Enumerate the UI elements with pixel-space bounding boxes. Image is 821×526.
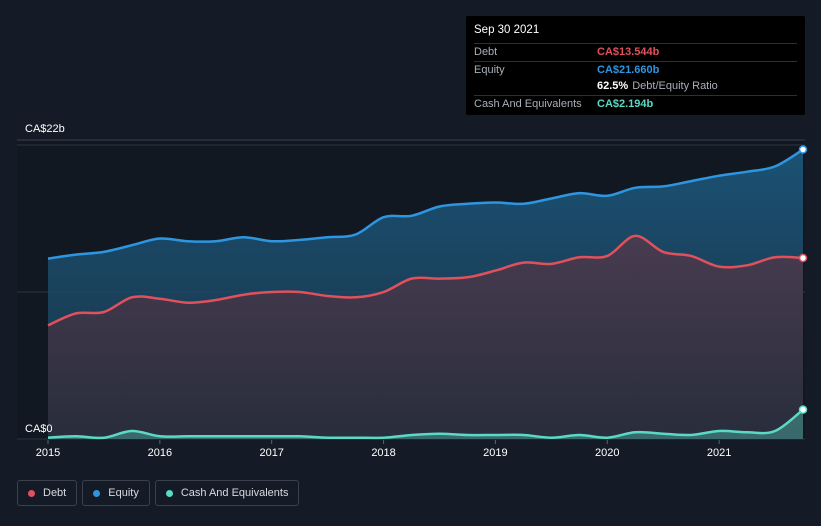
tooltip-cash-label: Cash And Equivalents — [474, 97, 582, 110]
x-tick-label: 2020 — [595, 447, 619, 459]
equity-dot-icon — [93, 489, 101, 497]
equity-end-marker — [798, 145, 808, 154]
tooltip-date: Sep 30 2021 — [474, 24, 540, 36]
tooltip-ratio-label: Debt/Equity Ratio — [632, 80, 718, 93]
legend-cash-label: Cash And Equivalents — [180, 487, 289, 499]
debt-line — [47, 234, 804, 327]
x-tick-label: 2018 — [371, 447, 395, 459]
x-tick-label: 2015 — [36, 447, 60, 459]
x-tick-label: 2016 — [148, 447, 172, 459]
y-axis-label-bottom: CA$0 — [25, 423, 53, 435]
x-tick-label: 2017 — [259, 447, 283, 459]
legend-item-cash[interactable]: Cash And Equivalents — [154, 480, 300, 506]
chart-legend: Debt Equity Cash And Equivalents — [17, 480, 304, 506]
series-areas — [48, 149, 803, 439]
y-axis-label-top: CA$22b — [25, 123, 65, 135]
series-lines — [47, 148, 804, 440]
tooltip-panel: Sep 30 2021 Debt CA$13.544b Equity CA$21… — [466, 16, 805, 115]
tooltip-equity-row: Equity CA$21.660b — [474, 60, 797, 79]
legend-item-equity[interactable]: Equity — [82, 480, 150, 506]
legend-equity-label: Equity — [108, 487, 139, 499]
cash-end-marker — [798, 405, 808, 414]
debt-area — [48, 235, 803, 439]
equity-line — [47, 148, 804, 260]
debt-equity-chart: CA$22b CA$0 2015 2016 2017 2018 2019 2020 2021 — [17, 123, 808, 459]
tooltip-ratio-value: 62.5% — [597, 80, 629, 93]
tooltip-equity-label: Equity — [474, 63, 505, 76]
tooltip-cash-value: CA$2.194b — [597, 97, 654, 110]
cash-dot-icon — [165, 489, 173, 497]
tooltip-debt-label: Debt — [474, 46, 498, 59]
tooltip-cash-row: Cash And Equivalents CA$2.194b — [474, 94, 797, 113]
tooltip-equity-value: CA$21.660b — [597, 63, 660, 76]
tooltip-debt-row: Debt CA$13.544b — [474, 43, 797, 61]
legend-debt-label: Debt — [43, 487, 67, 499]
tooltip-debt-value: CA$13.544b — [597, 46, 660, 59]
tooltip-ratio-row: 62.5% Debt/Equity Ratio — [474, 78, 797, 95]
debt-dot-icon — [28, 489, 35, 497]
legend-item-debt[interactable]: Debt — [17, 480, 78, 506]
end-markers — [798, 145, 808, 414]
cash-area — [48, 409, 803, 439]
debt-end-marker — [798, 253, 808, 263]
x-tick-label: 2019 — [483, 447, 507, 459]
x-axis-ticks: 2015 2016 2017 2018 2019 2020 2021 — [36, 440, 731, 459]
x-tick-label: 2021 — [707, 447, 731, 459]
cash-line — [47, 408, 804, 440]
